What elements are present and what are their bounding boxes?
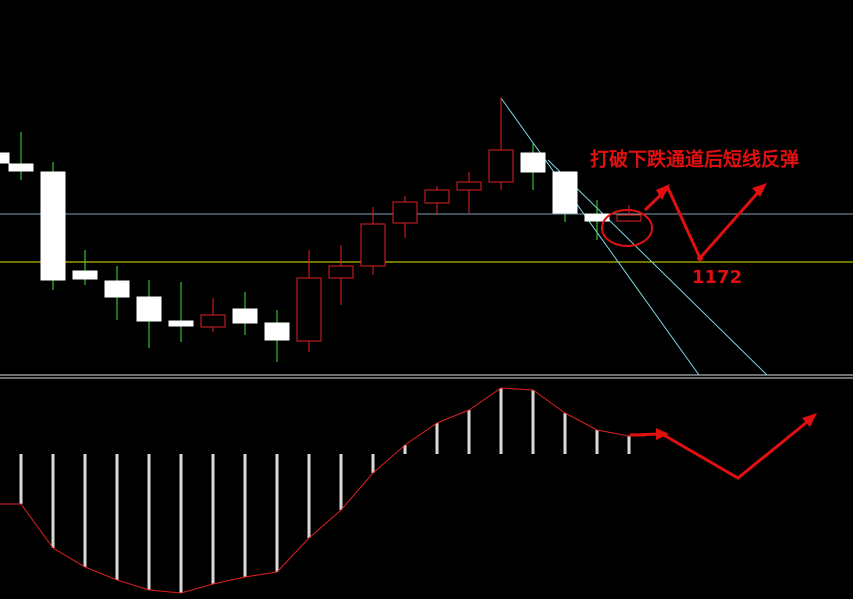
candle-body bbox=[296, 277, 322, 342]
candle-body bbox=[168, 320, 194, 327]
candle-body bbox=[488, 149, 514, 183]
indicator-arrow bbox=[629, 432, 661, 437]
candle-body bbox=[104, 280, 130, 298]
annotation-text: 打破下跌通道后短线反弹 bbox=[590, 148, 799, 171]
candle-body bbox=[584, 213, 610, 222]
forecast-arrow bbox=[643, 185, 764, 261]
channel-line bbox=[547, 159, 768, 376]
candle-body bbox=[72, 270, 98, 280]
indicator-line bbox=[0, 387, 645, 594]
candle-body bbox=[328, 265, 354, 279]
candle-body bbox=[456, 181, 482, 191]
arrow-head bbox=[802, 413, 817, 427]
candle-body bbox=[8, 163, 34, 172]
highlight-circle bbox=[601, 209, 653, 247]
candle-body bbox=[136, 296, 162, 322]
arrow-head bbox=[752, 183, 767, 197]
indicator-panel bbox=[0, 387, 645, 594]
candle-body bbox=[40, 171, 66, 281]
candle-body bbox=[552, 171, 578, 214]
pivot-dot bbox=[697, 255, 703, 261]
candle-body bbox=[520, 152, 546, 173]
candles bbox=[0, 98, 642, 362]
candle-body bbox=[424, 189, 450, 204]
candle-body bbox=[264, 322, 290, 341]
indicator-arrow bbox=[661, 416, 813, 480]
level-label: 1172 bbox=[692, 267, 742, 288]
arrow-head bbox=[656, 184, 670, 200]
annotation-marks bbox=[601, 183, 817, 480]
channel-line bbox=[500, 97, 700, 376]
candle-body bbox=[200, 314, 226, 328]
candle-body bbox=[616, 214, 642, 222]
candle-body bbox=[232, 308, 258, 324]
candle-body bbox=[360, 223, 386, 267]
candle-body bbox=[392, 201, 418, 224]
candle-body bbox=[0, 152, 10, 164]
